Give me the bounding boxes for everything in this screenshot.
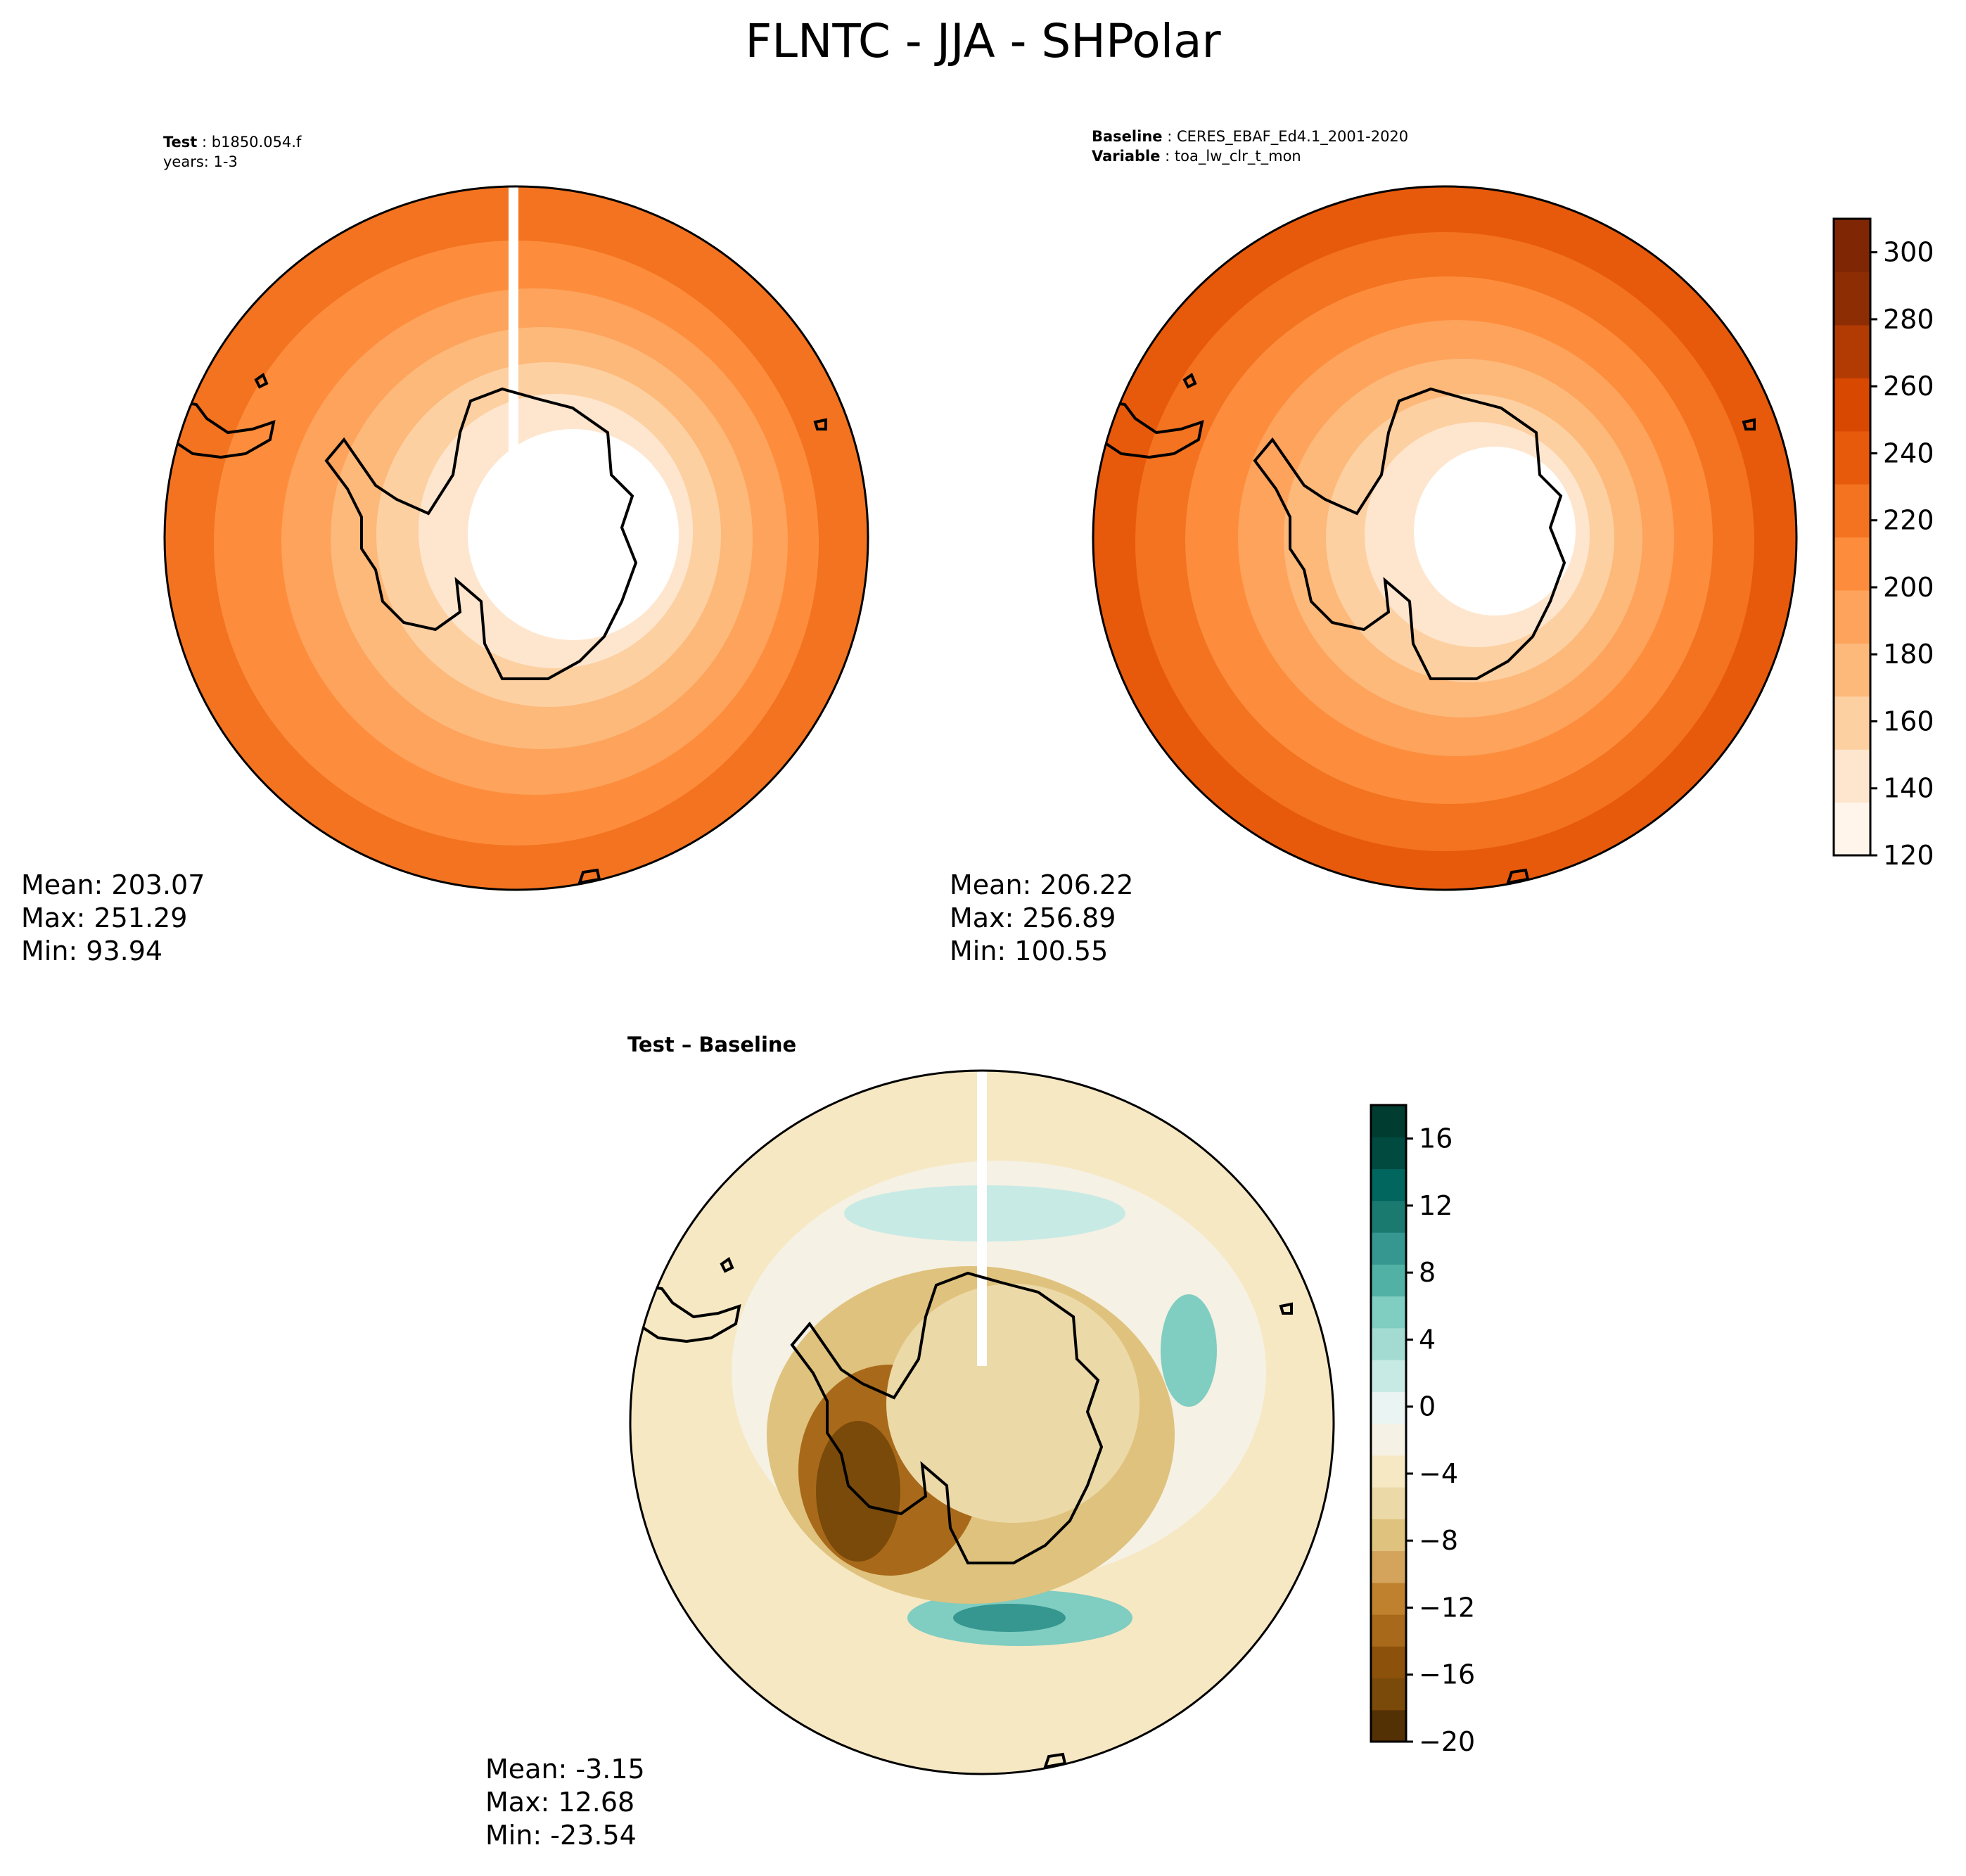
test-label: Test — [163, 134, 198, 151]
baseline-stats: Mean: 206.22 Max: 256.89 Min: 100.55 — [950, 869, 1133, 968]
baseline-mean: Mean: 206.22 — [950, 869, 1134, 900]
test-missing-seam — [509, 186, 518, 489]
colorbar-diff-swatch — [1371, 1646, 1406, 1679]
baseline-max: Max: 256.89 — [950, 902, 1116, 933]
colorbar-diff-swatch — [1371, 1455, 1406, 1488]
diff-contour-negative-strongest — [816, 1421, 900, 1562]
colorbar-main-swatch — [1834, 272, 1870, 326]
colorbar-diff-swatch — [1371, 1105, 1406, 1137]
colorbar-diff-swatch — [1371, 1232, 1406, 1265]
baseline-map-border — [1092, 185, 1798, 891]
colorbar-main-tick-label: 120 — [1883, 840, 1934, 871]
colorbar-main-swatch — [1834, 749, 1870, 803]
colorbar-diff-swatch — [1371, 1423, 1406, 1456]
diff-contour-positive-south-core — [953, 1604, 1066, 1632]
colorbar-diff-tick-label: 8 — [1419, 1257, 1436, 1288]
colorbar-diff-swatch — [1371, 1614, 1406, 1647]
colorbar-diff-swatch — [1371, 1391, 1406, 1424]
difference-min: Min: -23.54 — [485, 1820, 637, 1851]
colorbar-main-swatch — [1834, 589, 1870, 644]
colorbar-diff-tick-label: −8 — [1419, 1525, 1458, 1556]
colorbar-main-border — [1832, 217, 1872, 857]
colorbar-main-tick-label: 240 — [1883, 438, 1934, 468]
colorbar-diff-swatch — [1371, 1296, 1406, 1329]
baseline-case: CERES_EBAF_Ed4.1_2001-2020 — [1176, 128, 1409, 145]
baseline-header: Baseline : CERES_EBAF_Ed4.1_2001-2020 Va… — [1092, 128, 1409, 165]
test-stats: Mean: 203.07 Max: 251.29 Min: 93.94 — [21, 869, 205, 968]
colorbar-diff-border — [1370, 1104, 1408, 1743]
colorbar-main-swatch — [1834, 219, 1870, 273]
colorbar-main-swatch — [1834, 484, 1870, 538]
test-contour-120 — [468, 429, 679, 640]
baseline-map — [1092, 185, 1798, 891]
colorbar-diff-swatch — [1371, 1582, 1406, 1615]
difference-title: Test – Baseline — [627, 1033, 797, 1057]
colorbar-diff-tick-label: −16 — [1419, 1659, 1475, 1690]
test-map-border — [163, 185, 869, 891]
colorbar-diff-swatch — [1371, 1264, 1406, 1297]
colorbar-diff-swatch — [1371, 1487, 1406, 1519]
diff-map-border — [629, 1069, 1335, 1775]
colorbar-diff-tick-label: −4 — [1419, 1458, 1458, 1489]
colorbar-main-swatch — [1834, 537, 1870, 591]
test-max: Max: 251.29 — [21, 902, 188, 933]
colorbar-main-swatch — [1834, 430, 1870, 485]
colorbar-main-tick-label: 260 — [1883, 371, 1934, 402]
colorbar-main-swatch — [1834, 696, 1870, 750]
figure-title: FLNTC - JJA - SHPolar — [745, 14, 1221, 68]
colorbar-diff-tick-label: 12 — [1419, 1190, 1453, 1221]
baseline-variable: toa_lw_clr_t_mon — [1174, 148, 1301, 165]
colorbar-diff-swatch — [1371, 1200, 1406, 1233]
colorbar-diff-tick-label: −12 — [1419, 1592, 1475, 1623]
colorbar-diff-swatch — [1371, 1327, 1406, 1360]
baseline-label: Baseline — [1092, 128, 1163, 145]
difference-mean: Mean: -3.15 — [485, 1754, 645, 1785]
test-header: Test : b1850.054.f years: 1-3 — [163, 134, 302, 170]
test-map — [163, 185, 869, 891]
baseline-min: Min: 100.55 — [950, 936, 1109, 966]
colorbar-diff-swatch — [1371, 1137, 1406, 1170]
colorbar-main-tick-label: 300 — [1883, 237, 1934, 268]
colorbar-main-tick-label: 160 — [1883, 706, 1934, 736]
colorbar-main-swatch — [1834, 378, 1870, 432]
colorbar-diff-swatch — [1371, 1678, 1406, 1711]
test-case: b1850.054.f — [211, 134, 302, 151]
colorbar-main-tick-label: 220 — [1883, 505, 1934, 536]
colorbar-diff-tick-label: 16 — [1419, 1123, 1453, 1154]
colorbar-diff-tick-label: −20 — [1419, 1726, 1475, 1757]
colorbar-main-tick-label: 180 — [1883, 639, 1934, 670]
colorbar-main-tick-label: 200 — [1883, 572, 1934, 603]
colorbar-main-tick-label: 140 — [1883, 773, 1934, 804]
colorbar-main: 120 140 160 180 200 220 240 260 280 300 — [1832, 217, 1934, 871]
colorbar-difference: 16 12 8 4 0 −4 −8 −12 −16 −20 — [1370, 1104, 1475, 1757]
difference-max: Max: 12.68 — [485, 1787, 635, 1818]
colorbar-diff-tick-label: 0 — [1419, 1391, 1436, 1422]
difference-stats: Mean: -3.15 Max: 12.68 Min: -23.54 — [485, 1753, 645, 1852]
colorbar-main-swatch — [1834, 802, 1870, 856]
diff-contour-positive-east — [1161, 1294, 1217, 1407]
colorbar-diff-swatch — [1371, 1519, 1406, 1552]
baseline-variable-label: Variable — [1092, 148, 1161, 165]
colorbar-main-tick-label: 280 — [1883, 304, 1934, 335]
diff-missing-seam — [977, 1071, 987, 1366]
test-min: Min: 93.94 — [21, 936, 163, 966]
baseline-contour-120 — [1414, 447, 1576, 615]
colorbar-diff-swatch — [1371, 1709, 1406, 1742]
colorbar-diff-swatch — [1371, 1360, 1406, 1392]
colorbar-diff-swatch — [1371, 1168, 1406, 1201]
colorbar-main-swatch — [1834, 324, 1870, 378]
colorbar-diff-swatch — [1371, 1550, 1406, 1583]
colorbar-diff-tick-label: 4 — [1419, 1324, 1436, 1355]
test-mean: Mean: 203.07 — [21, 869, 205, 900]
difference-map — [629, 1069, 1335, 1775]
test-years: years: 1-3 — [163, 153, 238, 170]
colorbar-main-swatch — [1834, 643, 1870, 697]
